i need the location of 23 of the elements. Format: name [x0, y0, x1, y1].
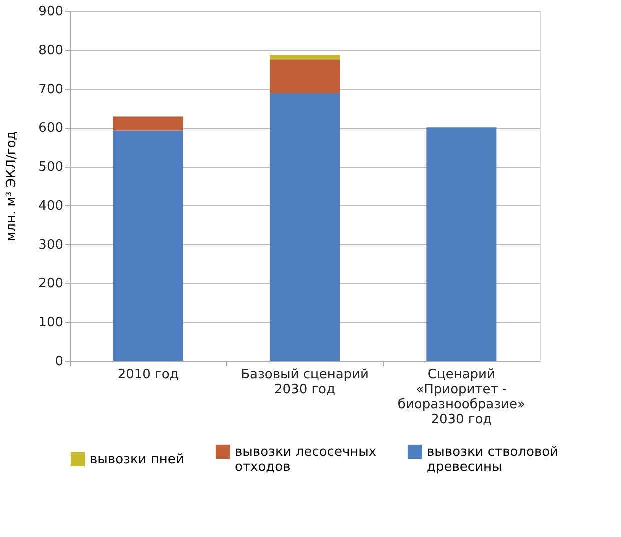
legend-label: вывозки стволовой древесины	[427, 445, 559, 475]
y-tick-label: 800	[38, 43, 64, 58]
y-tick-label: 600	[38, 121, 64, 136]
y-tick-label: 500	[38, 160, 64, 176]
y-tick-label: 400	[38, 198, 64, 214]
bar	[113, 116, 184, 131]
y-axis-title: млн. м³ ЭКЛ/год	[4, 131, 20, 242]
y-tick-label: 200	[38, 276, 64, 292]
bar	[270, 60, 340, 94]
x-tick-label: Базовый сценарий 2030 год	[241, 368, 369, 398]
bar	[426, 128, 497, 361]
x-tick-label: Сценарий «Приоритет - биоразнообразие» 2030 год	[398, 368, 526, 428]
y-tick-label: 700	[38, 82, 64, 98]
bar	[270, 93, 340, 361]
bar	[270, 54, 340, 60]
x-tick-label: 2010 год	[118, 368, 179, 382]
y-tick-label: 900	[38, 4, 64, 20]
y-tick-label: 300	[38, 238, 64, 253]
y-tick-label: 100	[38, 316, 64, 331]
y-tick-label: 0	[55, 354, 64, 370]
legend-label: вывозки пней	[90, 452, 184, 468]
bar	[113, 130, 184, 361]
legend-label: вывозки лесосечных отходов	[235, 445, 377, 475]
